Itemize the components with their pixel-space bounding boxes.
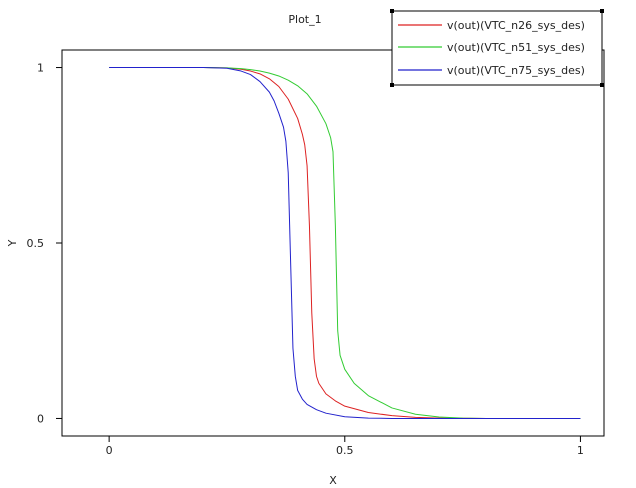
- legend[interactable]: v(out)(VTC_n26_sys_des) v(out)(VTC_n51_s…: [390, 9, 604, 87]
- legend-handle-top-left[interactable]: [390, 9, 394, 13]
- series-line-n51: [109, 67, 581, 419]
- legend-handle-top-right[interactable]: [600, 9, 604, 13]
- series-line-n26: [109, 67, 581, 419]
- x-tick-label: 0.5: [336, 444, 354, 457]
- axis-layer: 0 0.5 1 0 0.5 1: [27, 62, 584, 457]
- series-line-n75: [109, 67, 581, 419]
- legend-label-n26: v(out)(VTC_n26_sys_des): [447, 19, 585, 32]
- y-tick-label: 1: [37, 62, 44, 75]
- x-tick-label: 0: [106, 444, 113, 457]
- legend-label-n75: v(out)(VTC_n75_sys_des): [447, 64, 585, 77]
- legend-label-n51: v(out)(VTC_n51_sys_des): [447, 41, 585, 54]
- x-axis-label: X: [329, 474, 337, 487]
- y-tick-label: 0: [37, 412, 44, 425]
- legend-handle-bottom-left[interactable]: [390, 83, 394, 87]
- y-axis-label: Y: [6, 239, 19, 247]
- series-layer: [109, 67, 581, 419]
- y-tick-label: 0.5: [27, 237, 45, 250]
- legend-box[interactable]: [391, 10, 603, 86]
- chart-title: Plot_1: [288, 13, 321, 26]
- legend-handle-bottom-right[interactable]: [600, 83, 604, 87]
- x-tick-label: 1: [577, 444, 584, 457]
